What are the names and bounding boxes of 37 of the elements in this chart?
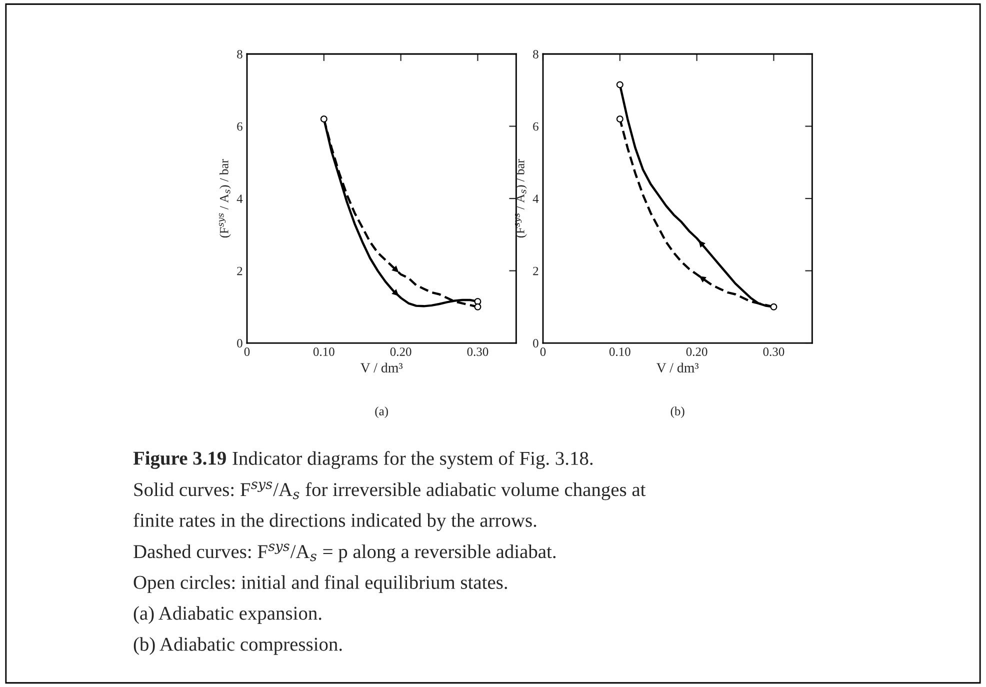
y-tick-label: 2 bbox=[237, 266, 242, 276]
text: Figure 3.19 bbox=[133, 451, 226, 469]
x-tick-label: 0 bbox=[244, 348, 250, 356]
y-tick-label: 4 bbox=[236, 194, 243, 203]
x-tick-label: 0 bbox=[540, 348, 546, 356]
x-tick-label: 0.20 bbox=[686, 348, 708, 356]
point bbox=[616, 116, 624, 123]
text: Indicator diagrams for the system of Fig. 3.18. bbox=[232, 451, 593, 469]
x-tick-label: 0.20 bbox=[390, 348, 412, 356]
y-tick-label: 4 bbox=[532, 194, 539, 203]
x-tick-label: 0.30 bbox=[763, 348, 784, 356]
point bbox=[616, 81, 624, 88]
point bbox=[770, 303, 778, 310]
point bbox=[320, 116, 328, 123]
y-axis-title: (F$^{sys}$ / A$_{s}$) / bar bbox=[515, 159, 527, 238]
text: Solid curves: F$^{sys}$/A$_{s}$ for irreversible adiabatic volume changes at bbox=[134, 482, 646, 500]
y-tick-label: 8 bbox=[533, 50, 538, 58]
x-tick-label: 0.10 bbox=[313, 348, 334, 356]
text: (b) Adiabatic compression. bbox=[134, 637, 342, 655]
text: (a) Adiabatic expansion. bbox=[134, 606, 322, 624]
y-tick-label: 8 bbox=[237, 50, 242, 58]
x-axis-title: V / dm³ bbox=[360, 362, 403, 373]
text: (b) bbox=[670, 406, 684, 418]
y-tick-label: 6 bbox=[533, 122, 538, 131]
y-tick-label: 6 bbox=[237, 122, 242, 131]
x-axis-title: V / dm³ bbox=[656, 362, 699, 373]
x-tick-label: 0.10 bbox=[609, 348, 630, 356]
y-tick-label: 0 bbox=[533, 339, 538, 348]
text: (a) bbox=[375, 406, 388, 418]
text: Open circles: initial and final equilibrium states. bbox=[134, 575, 507, 593]
y-axis-title: (F$^{sys}$ / A$_{s}$) / bar bbox=[219, 159, 231, 238]
x-tick-label: 0.30 bbox=[467, 348, 488, 356]
text: finite rates in the directions indicated by the arrows. bbox=[134, 513, 536, 531]
y-tick-label: 2 bbox=[533, 266, 538, 276]
y-tick-label: 0 bbox=[237, 339, 242, 348]
point bbox=[474, 303, 482, 310]
text: Dashed curves: F$^{sys}$/A$_{s}$ = p along a reversible adiabat. bbox=[134, 544, 556, 562]
